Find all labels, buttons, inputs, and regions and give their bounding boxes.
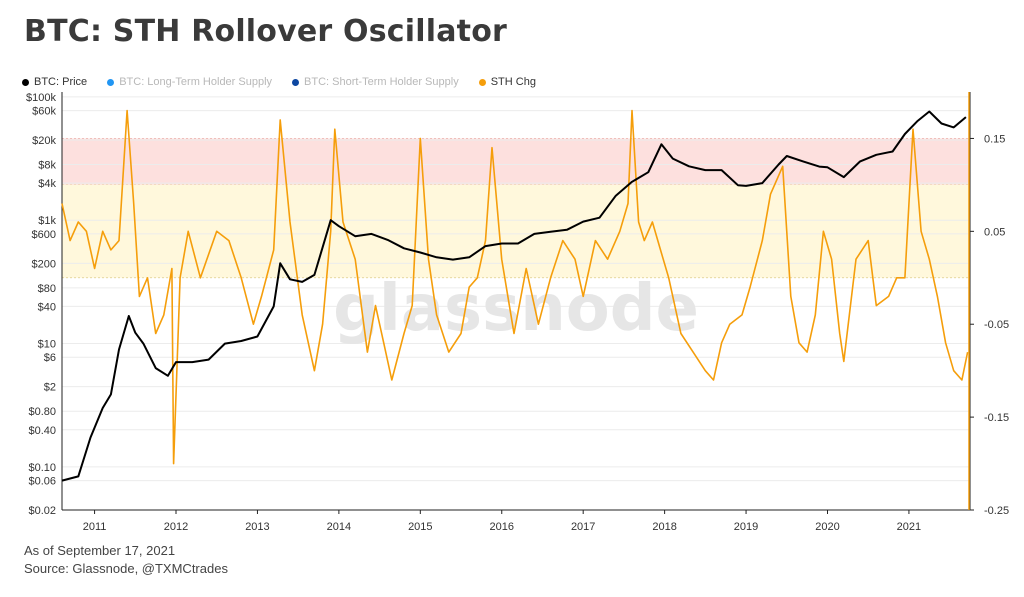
legend-label: BTC: Price — [34, 76, 88, 88]
legend: BTC: Price BTC: Long-Term Holder Supply … — [22, 76, 536, 88]
as-of-date: As of September 17, 2021 — [24, 543, 176, 558]
threshold-band — [62, 138, 970, 185]
x-tick-label: 2015 — [408, 521, 432, 533]
y-right-tick-label: 0.05 — [984, 226, 1005, 238]
x-tick-label: 2021 — [897, 521, 921, 533]
legend-label: BTC: Short-Term Holder Supply — [304, 76, 459, 88]
y-left-tick-label: $20k — [32, 135, 56, 147]
y-left-tick-label: $2 — [44, 382, 56, 394]
y-left-tick-label: $40 — [38, 301, 56, 313]
x-tick-label: 2017 — [571, 521, 595, 533]
legend-item-price[interactable]: BTC: Price — [22, 76, 87, 88]
y-left-tick-label: $600 — [32, 229, 56, 241]
legend-label: STH Chg — [490, 76, 536, 88]
y-left-tick-label: $100k — [26, 92, 56, 104]
legend-label: BTC: Long-Term Holder Supply — [119, 76, 273, 88]
y-right-tick-label: -0.25 — [984, 505, 1009, 517]
legend-dot-icon — [107, 78, 115, 86]
source-credit: Source: Glassnode, @TXMCtrades — [24, 561, 228, 576]
y-left-tick-label: $8k — [38, 160, 56, 172]
legend-item-sth-chg[interactable]: STH Chg — [478, 76, 536, 88]
x-tick-label: 2014 — [327, 521, 351, 533]
x-tick-label: 2013 — [245, 521, 269, 533]
legend-dot-icon — [292, 78, 300, 86]
x-tick-label: 2012 — [164, 521, 188, 533]
y-right-tick-label: 0.15 — [984, 133, 1005, 145]
y-left-tick-label: $6 — [44, 352, 56, 364]
y-right-tick-label: -0.15 — [984, 412, 1009, 424]
y-left-tick-label: $4k — [38, 178, 56, 190]
x-tick-label: 2016 — [490, 521, 514, 533]
x-tick-label: 2018 — [652, 521, 676, 533]
legend-item-lth-supply[interactable]: BTC: Long-Term Holder Supply — [107, 76, 272, 88]
y-left-tick-label: $0.40 — [28, 425, 56, 437]
sth-chg-line — [61, 109, 969, 465]
y-right-tick-label: -0.05 — [984, 319, 1009, 331]
x-tick-label: 2019 — [734, 521, 758, 533]
y-left-tick-label: $1k — [38, 215, 56, 227]
legend-dot-icon — [478, 78, 486, 86]
watermark-text: glassnode — [333, 272, 699, 346]
threshold-band — [62, 184, 970, 278]
chart-title: BTC: STH Rollover Oscillator — [24, 14, 508, 49]
legend-dot-icon — [22, 78, 29, 86]
y-left-tick-label: $200 — [32, 258, 56, 270]
footer: As of September 17, 2021 Source: Glassno… — [24, 542, 228, 578]
y-left-tick-label: $10 — [38, 339, 56, 351]
y-left-tick-label: $80 — [38, 283, 56, 295]
y-left-tick-label: $60k — [32, 106, 56, 118]
legend-item-sth-supply[interactable]: BTC: Short-Term Holder Supply — [292, 76, 459, 88]
x-tick-label: 2020 — [815, 521, 839, 533]
y-left-tick-label: $0.80 — [28, 406, 56, 418]
y-left-tick-label: $0.02 — [28, 505, 56, 517]
price-line — [61, 110, 967, 482]
x-tick-label: 2011 — [83, 521, 107, 533]
y-left-tick-label: $0.06 — [28, 476, 56, 488]
y-left-tick-label: $0.10 — [28, 462, 56, 474]
